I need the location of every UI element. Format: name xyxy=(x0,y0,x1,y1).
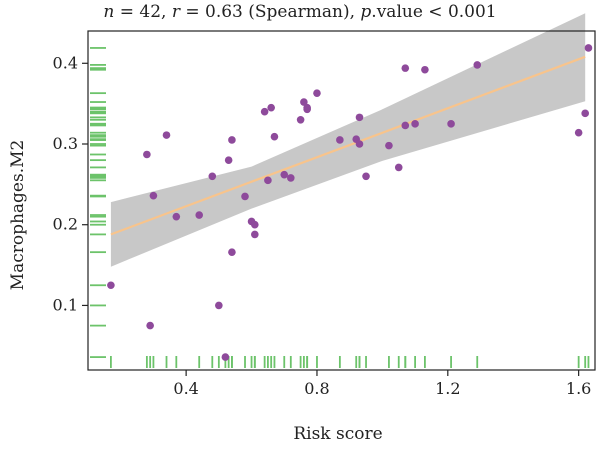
confidence-band-layer xyxy=(110,13,586,267)
data-point xyxy=(208,172,217,181)
data-point xyxy=(394,163,403,172)
data-point xyxy=(221,353,230,361)
data-point xyxy=(264,176,272,185)
data-point xyxy=(162,131,171,139)
data-point xyxy=(251,230,259,239)
x-tick-label: 0.4 xyxy=(173,379,198,398)
y-tick-label: 0.4 xyxy=(53,53,78,72)
data-point xyxy=(251,220,259,229)
title-n-value: = 42, xyxy=(114,2,172,22)
title-p-value: .value < 0.001 xyxy=(371,2,497,22)
title-n-label: n xyxy=(103,2,115,22)
data-point xyxy=(355,140,364,148)
data-point xyxy=(224,156,233,164)
y-tick-label: 0.1 xyxy=(53,295,78,314)
y-axis-label: Macrophages.M2 xyxy=(8,139,28,291)
regression-line-layer xyxy=(110,55,586,236)
x-tick-label: 1.2 xyxy=(435,379,460,398)
data-point xyxy=(146,321,154,330)
points-layer xyxy=(107,44,593,361)
data-point xyxy=(411,120,419,128)
data-point xyxy=(401,121,410,130)
data-point xyxy=(228,248,236,256)
data-point xyxy=(260,107,269,116)
data-point xyxy=(385,141,393,150)
data-point xyxy=(300,98,308,106)
title-r-label: r xyxy=(171,2,180,22)
data-point xyxy=(287,174,295,182)
data-point xyxy=(241,192,249,201)
data-point xyxy=(267,103,275,112)
x-tick-label: 1.6 xyxy=(566,379,591,398)
confidence-band xyxy=(110,13,586,267)
data-point xyxy=(195,211,204,219)
x-tick-label: 0.8 xyxy=(304,379,329,398)
data-point xyxy=(296,115,305,124)
data-point xyxy=(172,212,181,221)
data-point xyxy=(355,113,364,122)
data-point xyxy=(143,150,151,159)
title-r-value: = 0.63 (Spearman), xyxy=(179,2,361,22)
plot-frame xyxy=(87,30,596,371)
data-point xyxy=(303,103,311,112)
data-point xyxy=(215,301,223,310)
x-axis-label: Risk score xyxy=(293,424,383,444)
data-point xyxy=(280,170,289,179)
data-point xyxy=(584,44,593,52)
data-point xyxy=(270,132,279,141)
regression-line xyxy=(110,55,586,236)
data-point xyxy=(421,65,429,74)
data-point xyxy=(107,281,115,290)
rug-layer xyxy=(90,47,590,368)
chart-title: n = 42, r = 0.63 (Spearman), p.value < 0… xyxy=(0,2,600,22)
tick-layer: 0.4 0.8 1.2 1.6 0.1 0.2 0.3 0.4 xyxy=(53,53,592,398)
data-point xyxy=(581,109,589,118)
data-point xyxy=(401,64,410,72)
data-point xyxy=(313,89,321,97)
y-tick-label: 0.3 xyxy=(53,134,78,153)
data-point xyxy=(574,128,583,137)
data-point xyxy=(228,136,236,144)
data-point xyxy=(336,136,344,144)
data-point xyxy=(362,172,370,181)
data-point xyxy=(149,191,158,200)
data-point xyxy=(473,61,482,69)
y-tick-label: 0.2 xyxy=(53,215,78,234)
title-p-label: p xyxy=(360,2,372,22)
data-point xyxy=(447,120,455,128)
